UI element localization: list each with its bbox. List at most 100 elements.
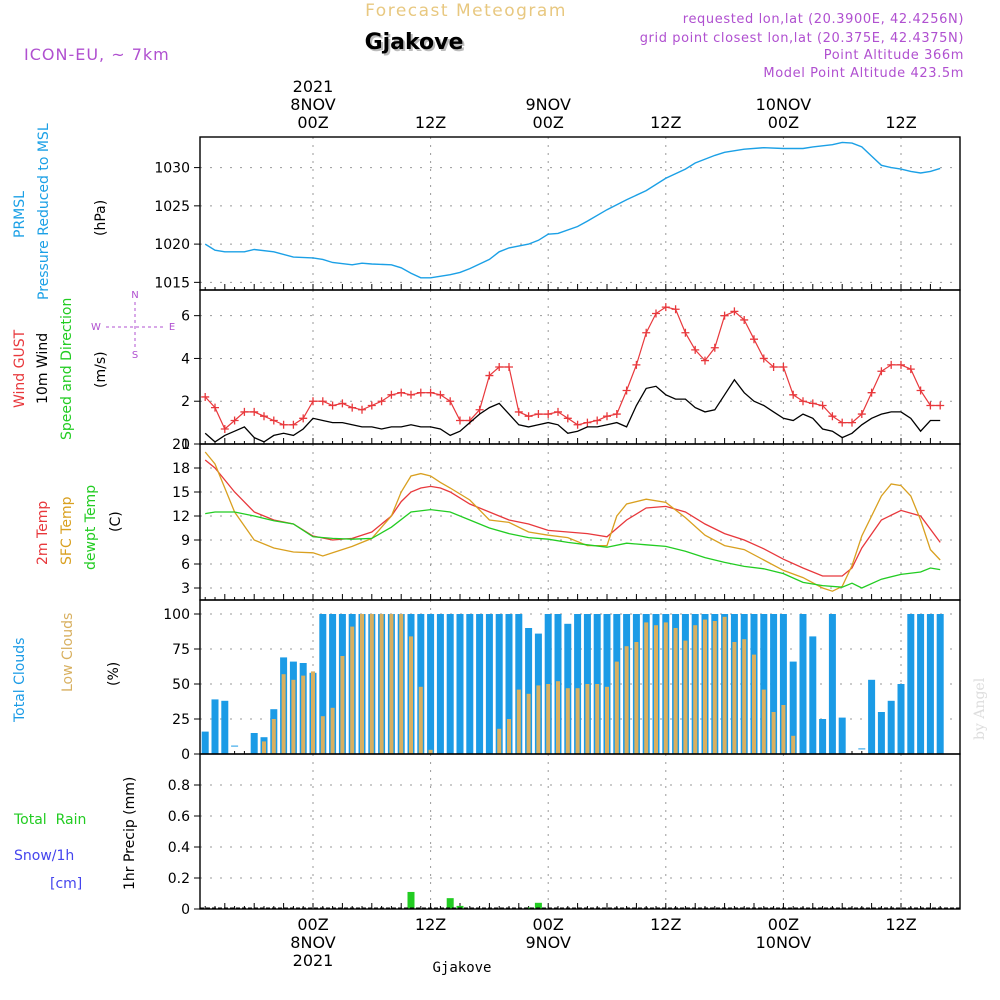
low-cloud-bar: [742, 639, 747, 754]
low-cloud-bar: [624, 646, 629, 754]
low-cloud-bar: [693, 625, 698, 754]
wind-ytick-label: 4: [181, 351, 190, 367]
low-cloud-bar: [752, 654, 756, 754]
low-cloud-bar: [526, 693, 531, 754]
gust-marker: [838, 418, 847, 427]
precip-ytick-label: 0.4: [168, 840, 190, 856]
gust-marker: [279, 420, 288, 429]
gust-marker: [348, 403, 357, 412]
low-cloud-bar: [781, 705, 786, 754]
total-cloud-bar: [603, 614, 611, 754]
total-cloud-bar: [446, 614, 454, 754]
low-cloud-bar: [791, 735, 796, 754]
bottom-time-label: 2021: [293, 951, 334, 970]
precip-axis-title: Total Rain Snow/1h [cm] 1hr Precip (mm): [13, 777, 138, 892]
gust-marker: [710, 343, 719, 352]
total-cloud-bar: [760, 614, 768, 754]
point-altitude: Point Altitude 366m: [824, 48, 964, 63]
gust-marker: [857, 410, 866, 419]
pressure-unit: (hPa): [93, 200, 109, 236]
gust-marker: [446, 397, 455, 406]
wind-title-speed-dir: Speed and Direction: [59, 298, 75, 440]
gust-marker: [240, 407, 249, 416]
compass-rose: N W E S: [91, 290, 175, 361]
clouds-panel: 0 25 50 75 100: [163, 600, 960, 763]
panels: 1015102010251030024636912151821025507510…: [154, 136, 961, 918]
gust-marker: [759, 354, 768, 363]
low-cloud-bar: [271, 719, 276, 754]
gust-marker: [818, 401, 827, 410]
low-cloud-bar: [683, 640, 688, 754]
pressure-axis-title: PRMSL Pressure Reduced to MSL (hPa): [12, 123, 109, 300]
rain-bar: [534, 902, 542, 909]
gust-marker: [544, 410, 553, 419]
low-cloud-bar: [418, 686, 423, 754]
low-cloud-bar: [409, 636, 413, 754]
total-cloud-bar: [201, 731, 209, 754]
gust-marker: [407, 390, 415, 399]
requested-coords: requested lon,lat (20.3900E, 42.4256N): [683, 12, 964, 27]
top-time-label: 8NOV: [290, 95, 335, 114]
wind-axis-title: Wind GUST 10m Wind Speed and Direction (…: [12, 290, 175, 440]
temp-title-sfc: SFC Temp: [59, 496, 75, 565]
pressure-line: [204, 141, 941, 279]
gust-marker: [691, 345, 700, 354]
top-time-label: 00Z: [533, 113, 564, 132]
clouds-unit: (%): [106, 662, 122, 686]
total-cloud-bar: [525, 628, 533, 754]
wind-line: [204, 378, 941, 443]
clouds-title-low: Low Clouds: [60, 613, 76, 692]
gust-marker: [309, 397, 317, 406]
gust-marker: [387, 390, 396, 399]
wind-ytick-label: 6: [181, 309, 190, 325]
gust-marker: [534, 410, 543, 419]
low-cloud-bar: [595, 684, 600, 754]
gust-marker: [622, 386, 631, 395]
total-cloud-bar: [868, 679, 876, 754]
top-time-label: 00Z: [768, 113, 799, 132]
gust-marker: [328, 401, 337, 410]
pressure-ytick-label: 1025: [154, 199, 190, 215]
total-cloud-bar: [897, 684, 905, 754]
low-cloud-bar: [262, 741, 266, 754]
pressure-ytick-label: 1020: [154, 237, 190, 253]
total-cloud-bar: [231, 745, 239, 747]
gust-marker: [593, 416, 602, 425]
pressure-ytick-label: 1015: [154, 275, 190, 291]
low-cloud-bar: [281, 674, 286, 754]
gust-marker: [867, 388, 876, 397]
compass-west: W: [91, 322, 101, 333]
low-cloud-bar: [291, 679, 296, 754]
precip-legend-snow: Snow/1h: [14, 848, 74, 864]
rain-bar: [407, 891, 415, 909]
gust-marker: [554, 407, 562, 416]
low-cloud-bar: [369, 614, 374, 754]
temperature-ytick-label: 3: [181, 581, 190, 597]
total-cloud-bar: [917, 614, 925, 754]
top-time-label: 9NOV: [525, 95, 570, 114]
low-cloud-bar: [360, 614, 364, 754]
total-cloud-bar: [877, 712, 885, 754]
low-cloud-bar: [761, 689, 766, 754]
low-cloud-bar: [311, 671, 315, 754]
gust-marker: [495, 363, 504, 371]
clouds-ytick-label: 25: [172, 712, 190, 728]
gust-marker: [563, 414, 572, 423]
total-cloud-bar: [515, 614, 523, 754]
bottom-time-label: 12Z: [885, 915, 916, 934]
model-altitude: Model Point Altitude 423.5m: [763, 66, 964, 81]
precip-ytick-label: 0: [181, 902, 190, 918]
temperature-ytick-label: 21: [172, 437, 190, 453]
gust-marker: [367, 401, 376, 410]
gust-marker: [416, 388, 425, 397]
low-cloud-bar: [546, 684, 551, 754]
total-cloud-bar: [427, 614, 435, 754]
low-cloud-bar: [399, 614, 404, 754]
precip-legend-cm: [cm]: [50, 876, 82, 892]
wind-title-10m: 10m Wind: [35, 333, 51, 404]
clouds-ytick-label: 75: [172, 642, 190, 658]
precip-ylabel: 1hr Precip (mm): [122, 777, 138, 890]
gust-marker: [779, 363, 788, 371]
total-cloud-bar: [319, 614, 327, 754]
